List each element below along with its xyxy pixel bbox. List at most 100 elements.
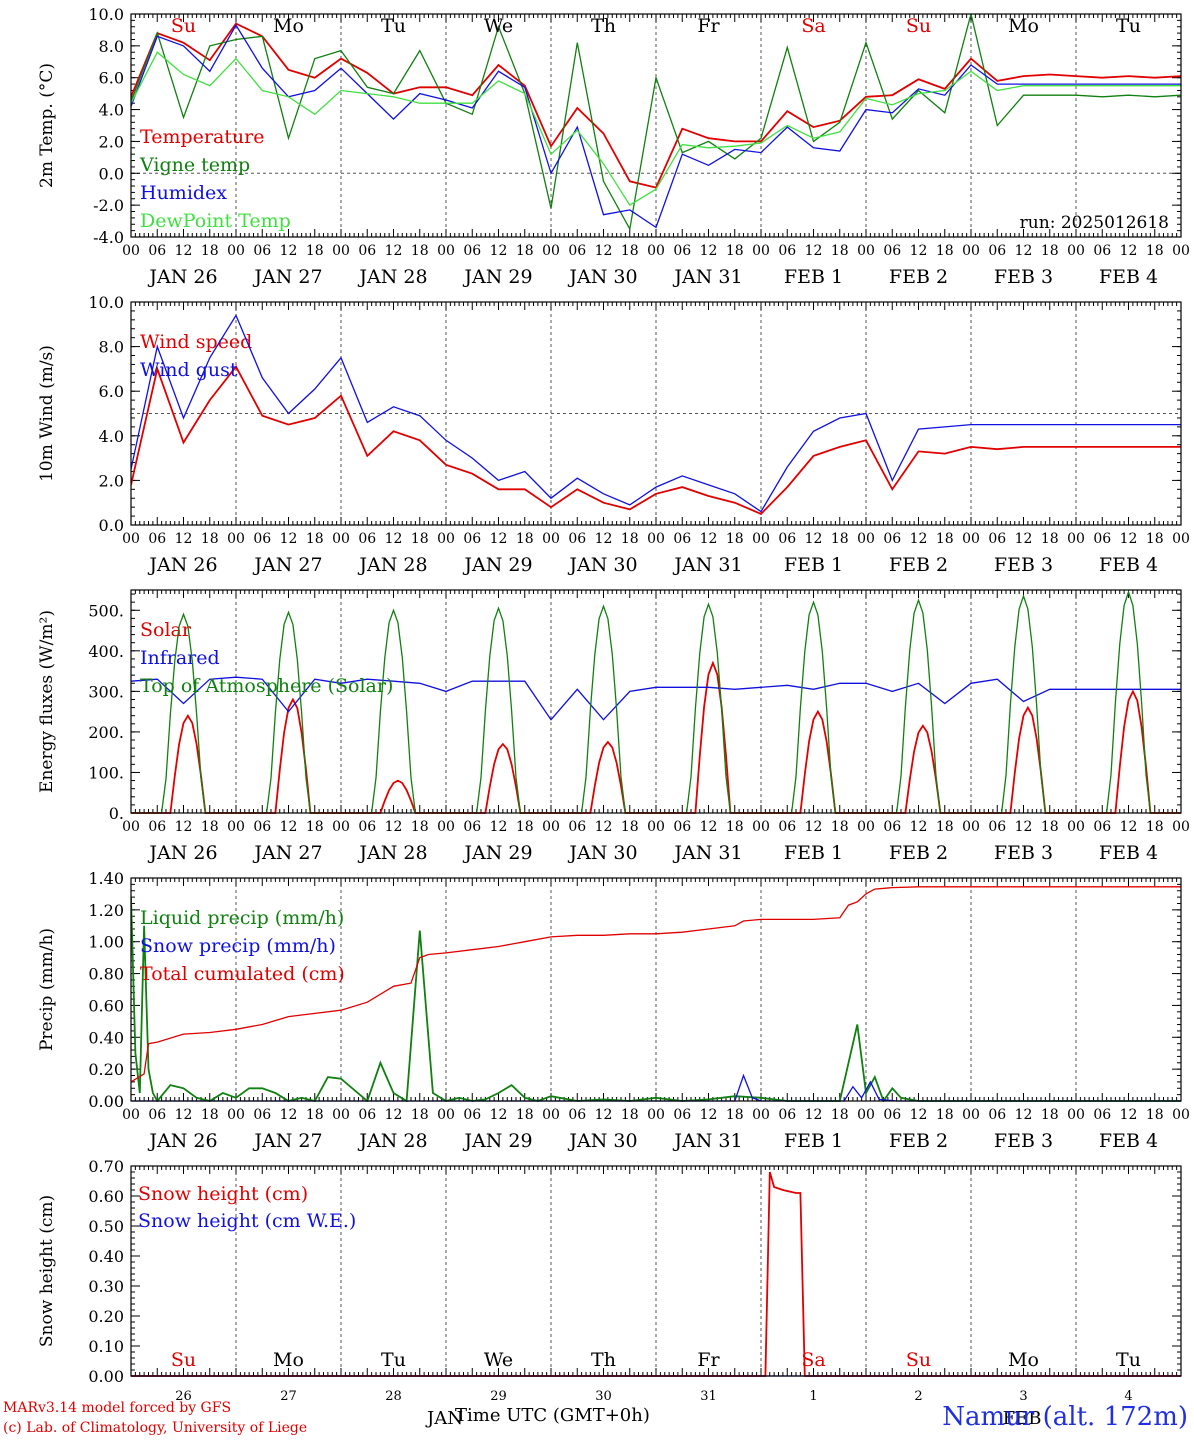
y-axis-label: 2m Temp. (°C)	[37, 63, 57, 188]
weekday-label: Th	[591, 15, 616, 37]
hour-tick-label: 06	[358, 243, 376, 259]
date-label: FEB 3	[994, 266, 1053, 288]
y-tick-label: 0.40	[88, 1028, 124, 1047]
weekday-label: Sa	[801, 15, 825, 37]
y-tick-label: 6.0	[99, 382, 124, 401]
date-label: FEB 4	[1099, 1130, 1158, 1152]
date-label: JAN 30	[567, 1130, 637, 1152]
legend-entry: DewPoint Temp	[140, 210, 291, 232]
weekday-label: We	[484, 15, 513, 37]
hour-tick-label: 18	[411, 819, 429, 835]
hour-tick-label: 06	[883, 243, 901, 259]
hour-tick-label: 18	[831, 243, 849, 259]
weekday-label: Fr	[697, 15, 720, 37]
hour-tick-label: 06	[988, 1107, 1006, 1123]
footer-credit-line: (c) Lab. of Climatology, University of L…	[3, 1420, 308, 1436]
hour-tick-label: 06	[148, 819, 166, 835]
hour-tick-label: 00	[542, 531, 560, 547]
weekday-label: Su	[906, 15, 931, 37]
date-label: FEB 3	[994, 1130, 1053, 1152]
hour-tick-label: 00	[122, 819, 140, 835]
day-number-label: 30	[595, 1389, 612, 1404]
date-label: JAN 27	[252, 842, 322, 864]
hour-tick-label: 00	[857, 1107, 875, 1123]
hour-tick-label: 00	[542, 243, 560, 259]
y-tick-label: 2.0	[99, 471, 124, 490]
hour-tick-label: 18	[621, 1107, 639, 1123]
y-tick-label: -4.0	[93, 228, 124, 247]
hour-tick-label: 06	[463, 1107, 481, 1123]
date-label: FEB 3	[994, 554, 1053, 576]
hour-tick-label: 18	[726, 819, 744, 835]
footer-model-line: MARv3.14 model forced by GFS	[3, 1400, 232, 1416]
hour-tick-label: 00	[122, 243, 140, 259]
hour-tick-label: 00	[752, 1107, 770, 1123]
hour-tick-label: 00	[1172, 531, 1190, 547]
hour-tick-label: 18	[621, 243, 639, 259]
hour-tick-label: 00	[1172, 1107, 1190, 1123]
hour-tick-label: 06	[358, 531, 376, 547]
hour-tick-label: 06	[778, 819, 796, 835]
date-label: JAN 31	[672, 266, 742, 288]
hour-tick-label: 12	[805, 819, 823, 835]
hour-tick-label: 06	[1093, 1107, 1111, 1123]
hour-tick-label: 06	[463, 819, 481, 835]
series-line	[131, 365, 1181, 515]
date-label: FEB 4	[1099, 554, 1158, 576]
hour-tick-label: 00	[1067, 1107, 1085, 1123]
y-tick-label: 8.0	[99, 338, 124, 357]
hour-tick-label: 12	[700, 819, 718, 835]
hour-tick-label: 18	[201, 243, 219, 259]
hour-tick-label: 06	[778, 1107, 796, 1123]
date-label: FEB 4	[1099, 842, 1158, 864]
hour-tick-label: 00	[962, 1107, 980, 1123]
hour-tick-label: 00	[857, 819, 875, 835]
date-label: JAN 26	[147, 842, 217, 864]
y-tick-label: 1.20	[88, 901, 124, 920]
hour-tick-label: 00	[647, 531, 665, 547]
hour-tick-label: 18	[831, 1107, 849, 1123]
hour-tick-label: 18	[1041, 243, 1059, 259]
legend-entry: Temperature	[140, 126, 264, 148]
hour-tick-label: 06	[253, 1107, 271, 1123]
legend-entry: Vigne temp	[139, 154, 250, 176]
hour-tick-label: 18	[516, 1107, 534, 1123]
hour-tick-label: 06	[358, 819, 376, 835]
y-tick-label: 0.20	[88, 1307, 124, 1326]
hour-tick-label: 00	[122, 1107, 140, 1123]
day-number-label: 29	[490, 1389, 507, 1404]
day-number-label: 2	[914, 1389, 922, 1404]
date-label: FEB 2	[889, 266, 948, 288]
hour-tick-label: 18	[1041, 531, 1059, 547]
date-label: FEB 2	[889, 842, 948, 864]
panel-1: -4.0 -2.0 0.0 2.0 4.0 6.0 8.0 10.0 2m Temp. (°C)…	[37, 5, 1190, 288]
hour-tick-label: 00	[437, 1107, 455, 1123]
hour-tick-label: 06	[148, 531, 166, 547]
hour-tick-label: 12	[490, 1107, 508, 1123]
day-number-label: 3	[1019, 1389, 1027, 1404]
y-tick-label: -2.0	[93, 196, 124, 215]
hour-tick-label: 06	[148, 243, 166, 259]
hour-tick-label: 06	[358, 1107, 376, 1123]
hour-tick-label: 00	[227, 819, 245, 835]
hour-tick-label: 06	[568, 1107, 586, 1123]
hour-tick-label: 06	[778, 531, 796, 547]
weekday-label: Mo	[1008, 1349, 1039, 1371]
legend-entry: Solar	[140, 619, 192, 641]
hour-tick-label: 00	[227, 243, 245, 259]
hour-tick-label: 12	[910, 1107, 928, 1123]
y-tick-label: 0.80	[88, 965, 124, 984]
hour-tick-label: 18	[1146, 819, 1164, 835]
hour-tick-label: 12	[1120, 1107, 1138, 1123]
hour-tick-label: 18	[306, 243, 324, 259]
hour-tick-label: 12	[490, 243, 508, 259]
day-number-label: 27	[280, 1389, 297, 1404]
date-label: JAN 28	[357, 554, 427, 576]
hour-tick-label: 12	[280, 819, 298, 835]
date-label: JAN 27	[252, 554, 322, 576]
hour-tick-label: 00	[1067, 243, 1085, 259]
hour-tick-label: 00	[647, 243, 665, 259]
hour-tick-label: 00	[332, 243, 350, 259]
hour-tick-label: 06	[673, 531, 691, 547]
series-line	[131, 22, 1181, 189]
